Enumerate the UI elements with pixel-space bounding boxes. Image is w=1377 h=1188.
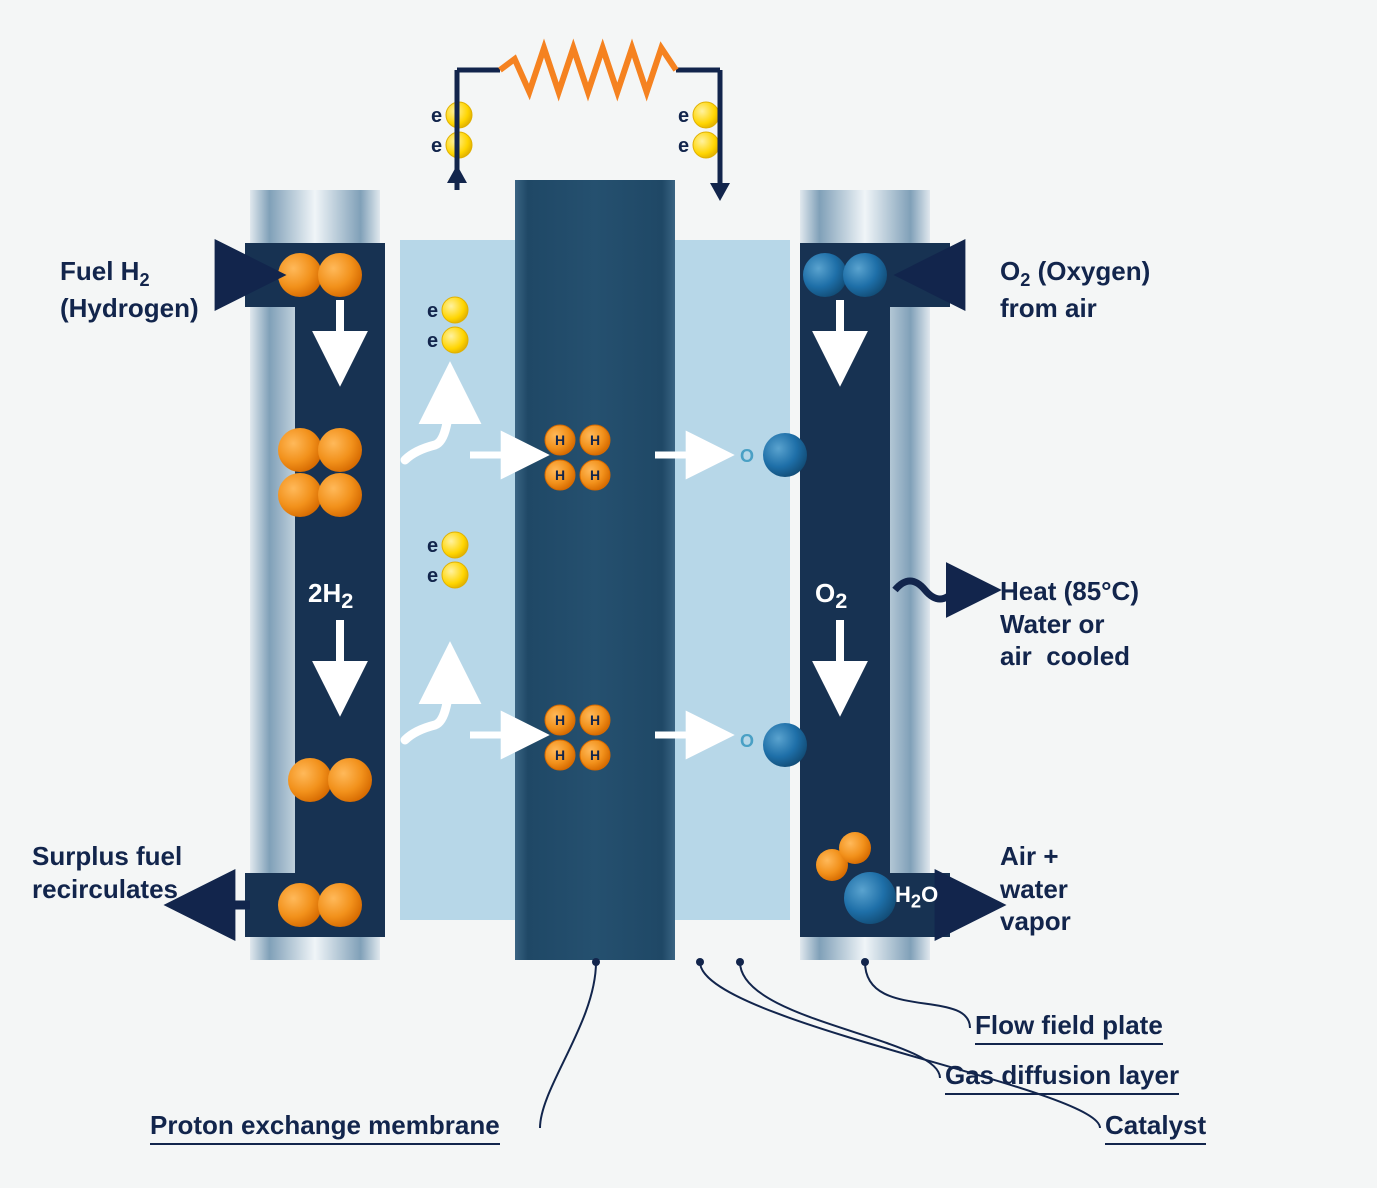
svg-text:H: H — [590, 712, 600, 728]
svg-text:e: e — [427, 300, 438, 322]
svg-text:H: H — [590, 467, 600, 483]
label-fuel-h2: Fuel H2 (Hydrogen) — [60, 255, 199, 324]
svg-text:H: H — [555, 467, 565, 483]
label-o2-inner: O2 — [815, 578, 847, 614]
callout-gdl: Gas diffusion layer — [945, 1060, 1179, 1095]
label-surplus: Surplus fuel recirculates — [32, 840, 182, 905]
svg-text:H: H — [590, 747, 600, 763]
callout-plate: Flow field plate — [975, 1010, 1163, 1045]
label-o-small-2: O — [740, 730, 754, 753]
svg-text:H: H — [590, 432, 600, 448]
svg-text:H: H — [555, 432, 565, 448]
svg-text:e: e — [427, 535, 438, 557]
svg-text:H: H — [555, 747, 565, 763]
svg-text:H: H — [555, 712, 565, 728]
label-h2o: H2O — [895, 882, 938, 912]
label-o2-in: O2 (Oxygen) from air — [1000, 255, 1150, 324]
svg-text:e: e — [431, 135, 442, 157]
svg-text:e: e — [431, 105, 442, 127]
callout-membrane: Proton exchange membrane — [150, 1110, 500, 1145]
callout-catalyst: Catalyst — [1105, 1110, 1206, 1145]
svg-text:e: e — [427, 330, 438, 352]
label-2h2: 2H2 — [308, 578, 353, 614]
fuel-cell-diagram: eeeeeeeeHHHHHHHH — [0, 0, 1377, 1188]
label-o-small-1: O — [740, 445, 754, 468]
svg-text:e: e — [678, 105, 689, 127]
label-vapor: Air + water vapor — [1000, 840, 1071, 938]
svg-text:e: e — [678, 135, 689, 157]
svg-text:e: e — [427, 565, 438, 587]
label-heat: Heat (85°C) Water or air cooled — [1000, 575, 1139, 673]
